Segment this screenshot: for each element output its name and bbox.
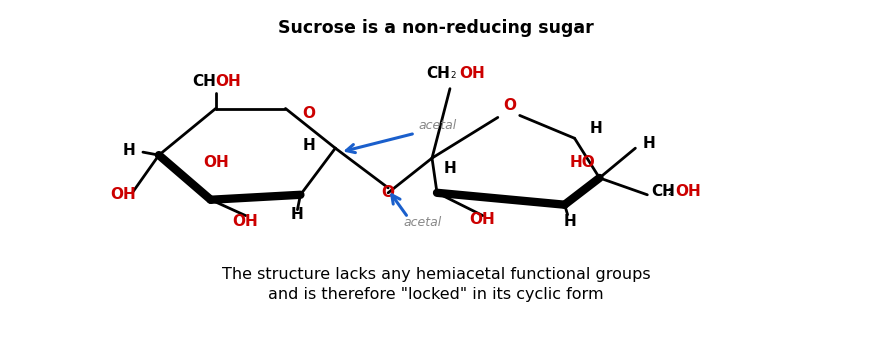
Text: $_2$: $_2$ — [667, 185, 674, 198]
Text: H: H — [303, 138, 316, 153]
Text: The structure lacks any hemiacetal functional groups: The structure lacks any hemiacetal funct… — [221, 267, 651, 282]
Text: CH: CH — [651, 184, 675, 199]
Text: OH: OH — [110, 187, 136, 202]
Text: O: O — [302, 106, 315, 121]
Text: OH: OH — [675, 184, 701, 199]
Text: Sucrose is a non-reducing sugar: Sucrose is a non-reducing sugar — [278, 19, 594, 37]
Text: OH: OH — [469, 212, 494, 227]
Text: O: O — [382, 185, 395, 200]
Text: acetal: acetal — [403, 216, 441, 229]
Text: acetal: acetal — [418, 119, 456, 132]
Text: OH: OH — [215, 74, 242, 89]
Text: H: H — [444, 161, 456, 175]
Text: OH: OH — [233, 214, 258, 229]
Text: O: O — [503, 98, 516, 113]
Text: CH: CH — [192, 74, 215, 89]
Text: H: H — [563, 214, 576, 229]
Text: OH: OH — [459, 66, 485, 81]
Text: H: H — [589, 121, 603, 136]
Text: and is therefore "locked" in its cyclic form: and is therefore "locked" in its cyclic … — [269, 287, 603, 302]
Text: CH: CH — [426, 66, 450, 81]
Text: H: H — [123, 143, 135, 158]
Text: $_2$: $_2$ — [450, 68, 457, 81]
Text: HO: HO — [569, 154, 596, 170]
Text: H: H — [291, 207, 303, 222]
Text: H: H — [643, 136, 655, 151]
Text: OH: OH — [203, 154, 228, 170]
